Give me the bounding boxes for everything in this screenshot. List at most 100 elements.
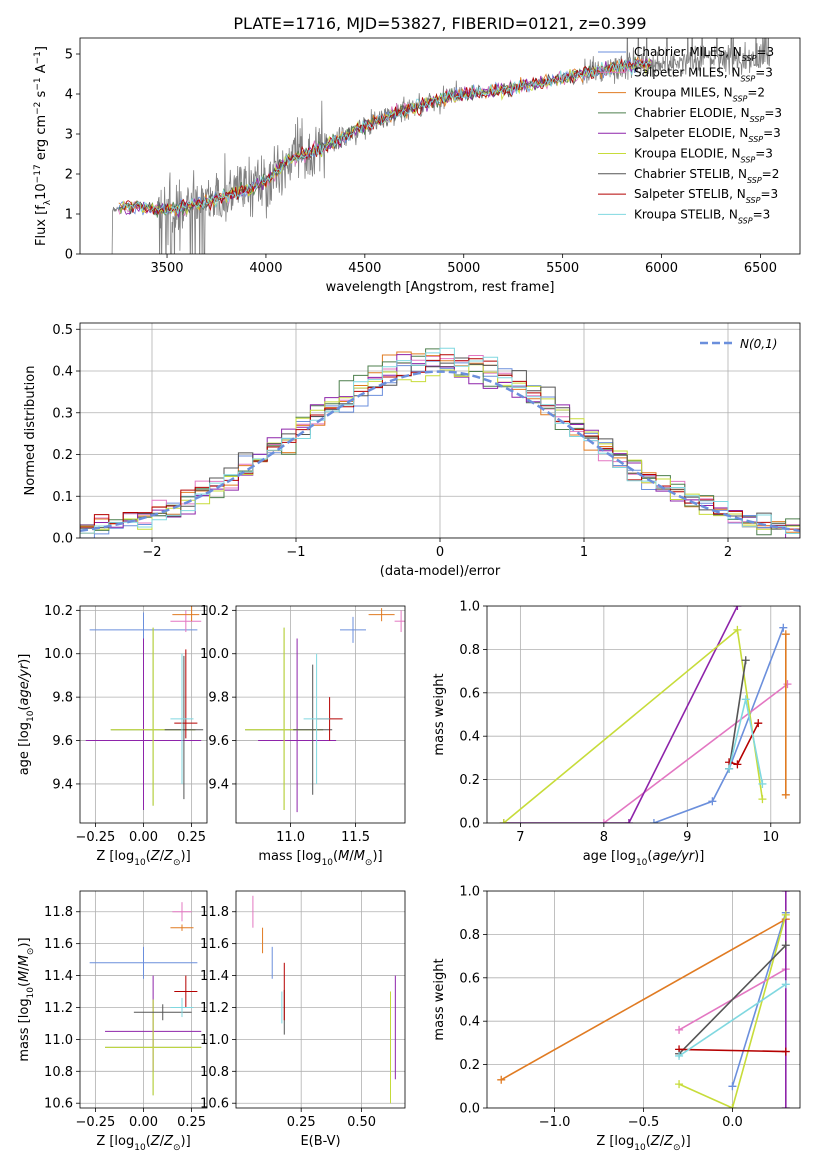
errorbar-point — [174, 649, 198, 739]
plus-marker — [728, 1082, 737, 1091]
mass-weight-line — [500, 918, 787, 1081]
plus-marker — [675, 1080, 684, 1089]
x-tick-label: 0.25 — [177, 1115, 206, 1130]
plus-marker — [754, 719, 763, 728]
panel-7: 0.25 0.50 10.6 10.8 11.0 11.2 11.4 11.6 11.8 E(B-… — [200, 890, 406, 1149]
x-tick-label: −1.0 — [539, 1115, 571, 1130]
gaussian-curve — [80, 370, 800, 532]
x-tick-label: 0.25 — [177, 830, 206, 845]
y-tick-label: 0.2 — [459, 1058, 480, 1073]
x-axis-label: (data-model)/error — [380, 564, 501, 579]
plus-marker — [675, 1025, 684, 1034]
mass-weight-line — [503, 628, 764, 823]
y-tick-label: 0.6 — [459, 971, 480, 986]
axes-frame — [235, 605, 406, 824]
axes-frame — [486, 890, 801, 1109]
legend-entry: Kroupa STELIB, NSSP=3 — [634, 207, 770, 225]
y-tick-label: 9.4 — [208, 777, 229, 792]
x-tick-label: 9 — [683, 830, 691, 845]
x-axis-label: Z [log10(Z/Z⊙)] — [596, 1134, 690, 1153]
y-tick-label: 11.4 — [200, 969, 229, 984]
errorbar-point — [172, 902, 192, 922]
panel-5: 7 8 9 10 0.0 0.2 0.4 0.6 0.8 1.0 age [log10(age/yr… — [432, 600, 801, 868]
y-tick-label: 11.6 — [44, 937, 73, 952]
plot-content — [487, 606, 800, 823]
y-tick-label: 0.0 — [459, 817, 480, 832]
y-tick-label: 0.4 — [459, 730, 480, 745]
y-tick-label: 11.4 — [44, 969, 73, 984]
spectrum-legend: Chabrier MILES, NSSP=3 Salpeter MILES, NS… — [598, 45, 782, 225]
axes-frame — [235, 890, 406, 1109]
model-fit-line — [119, 58, 652, 219]
mass-weight-line — [728, 699, 764, 785]
y-tick-label: 9.8 — [52, 691, 73, 706]
plot-content — [80, 891, 207, 1108]
errorbar-point — [174, 975, 198, 1008]
plot-area — [236, 606, 405, 823]
plus-marker — [733, 760, 742, 769]
y-tick-label: 10.0 — [44, 647, 73, 662]
plus-marker — [741, 656, 750, 665]
mass-weight-line — [603, 683, 788, 823]
y-tick-label: 10.8 — [200, 1065, 229, 1080]
x-tick-label: −0.25 — [75, 1115, 115, 1130]
plus-marker — [649, 819, 658, 823]
observed-spectrum — [111, 38, 771, 254]
panel-3: −0.25 0.00 0.25 9.4 9.6 9.8 10.0 10.2 Z [log10(Z… — [17, 604, 208, 868]
y-tick-label: 1.0 — [459, 885, 480, 900]
y-tick-label: 0 — [65, 248, 73, 263]
plot-area — [80, 323, 800, 538]
x-tick-label: 11.0 — [276, 830, 305, 845]
legend-entry: Chabrier STELIB, NSSP=2 — [634, 167, 779, 185]
panel-8: −1.0 −0.5 0.0 0.0 0.2 0.4 0.6 0.8 1.0 Z [log10(Z/… — [432, 885, 801, 1153]
plot-area — [236, 891, 405, 1108]
plus-marker — [758, 779, 767, 788]
y-tick-label: 9.8 — [208, 691, 229, 706]
x-tick-label: 2 — [724, 545, 732, 560]
y-axis-label: age [log10(age/yr)] — [17, 654, 36, 776]
y-tick-label: 10.6 — [200, 1097, 229, 1112]
x-tick-label: 6500 — [744, 261, 777, 276]
errorbar-point — [303, 653, 330, 784]
y-tick-label: 10.2 — [44, 604, 73, 619]
plot-area — [80, 891, 207, 1108]
plus-marker — [733, 606, 742, 610]
y-tick-label: 0.0 — [459, 1102, 480, 1117]
y-tick-label: 2 — [65, 168, 73, 183]
x-tick-label: 10 — [763, 830, 780, 845]
x-axis-label: E(B-V) — [300, 1134, 340, 1149]
mass-weight-line — [503, 606, 739, 823]
x-tick-label: 5500 — [546, 261, 579, 276]
plot-content — [487, 891, 800, 1108]
plus-marker — [781, 941, 790, 950]
x-tick-label: −0.25 — [75, 830, 115, 845]
errorbar-point — [89, 946, 198, 979]
legend-entry: N(0,1) — [740, 337, 777, 351]
plot-area — [111, 38, 771, 254]
errorbar-point — [170, 653, 194, 784]
model-fit-line — [117, 59, 652, 217]
y-tick-label: 1 — [65, 208, 73, 223]
mass-weight-line — [678, 914, 787, 1108]
plot-content — [80, 606, 207, 823]
panel-2: −2 −1 0 1 2 0.0 0.1 0.2 0.3 0.4 0.5 (data-model)/er… — [23, 322, 801, 579]
legend-entry: Kroupa ELODIE, NSSP=3 — [634, 147, 773, 165]
plus-marker — [781, 630, 790, 639]
y-tick-label: 0.8 — [459, 928, 480, 943]
legend-entry: Salpeter ELODIE, NSSP=3 — [634, 126, 781, 144]
x-tick-label: 0.00 — [129, 830, 158, 845]
residual-histogram — [80, 347, 800, 538]
x-tick-label: 0.00 — [129, 1115, 158, 1130]
errorbar-point — [172, 606, 200, 622]
y-tick-label: 9.6 — [208, 734, 229, 749]
axes-frame — [79, 37, 801, 255]
x-tick-label: −2 — [142, 545, 161, 560]
plus-marker — [783, 680, 792, 689]
plus-marker — [599, 819, 608, 823]
x-axis-label: wavelength [Angstrom, rest frame] — [326, 280, 555, 295]
errorbar-point — [170, 997, 194, 1018]
y-tick-label: 0.2 — [459, 773, 480, 788]
x-axis-label: Z [log10(Z/Z⊙)] — [96, 1134, 190, 1153]
x-tick-label: 0.50 — [347, 1115, 376, 1130]
mass-weight-line — [678, 983, 787, 1057]
